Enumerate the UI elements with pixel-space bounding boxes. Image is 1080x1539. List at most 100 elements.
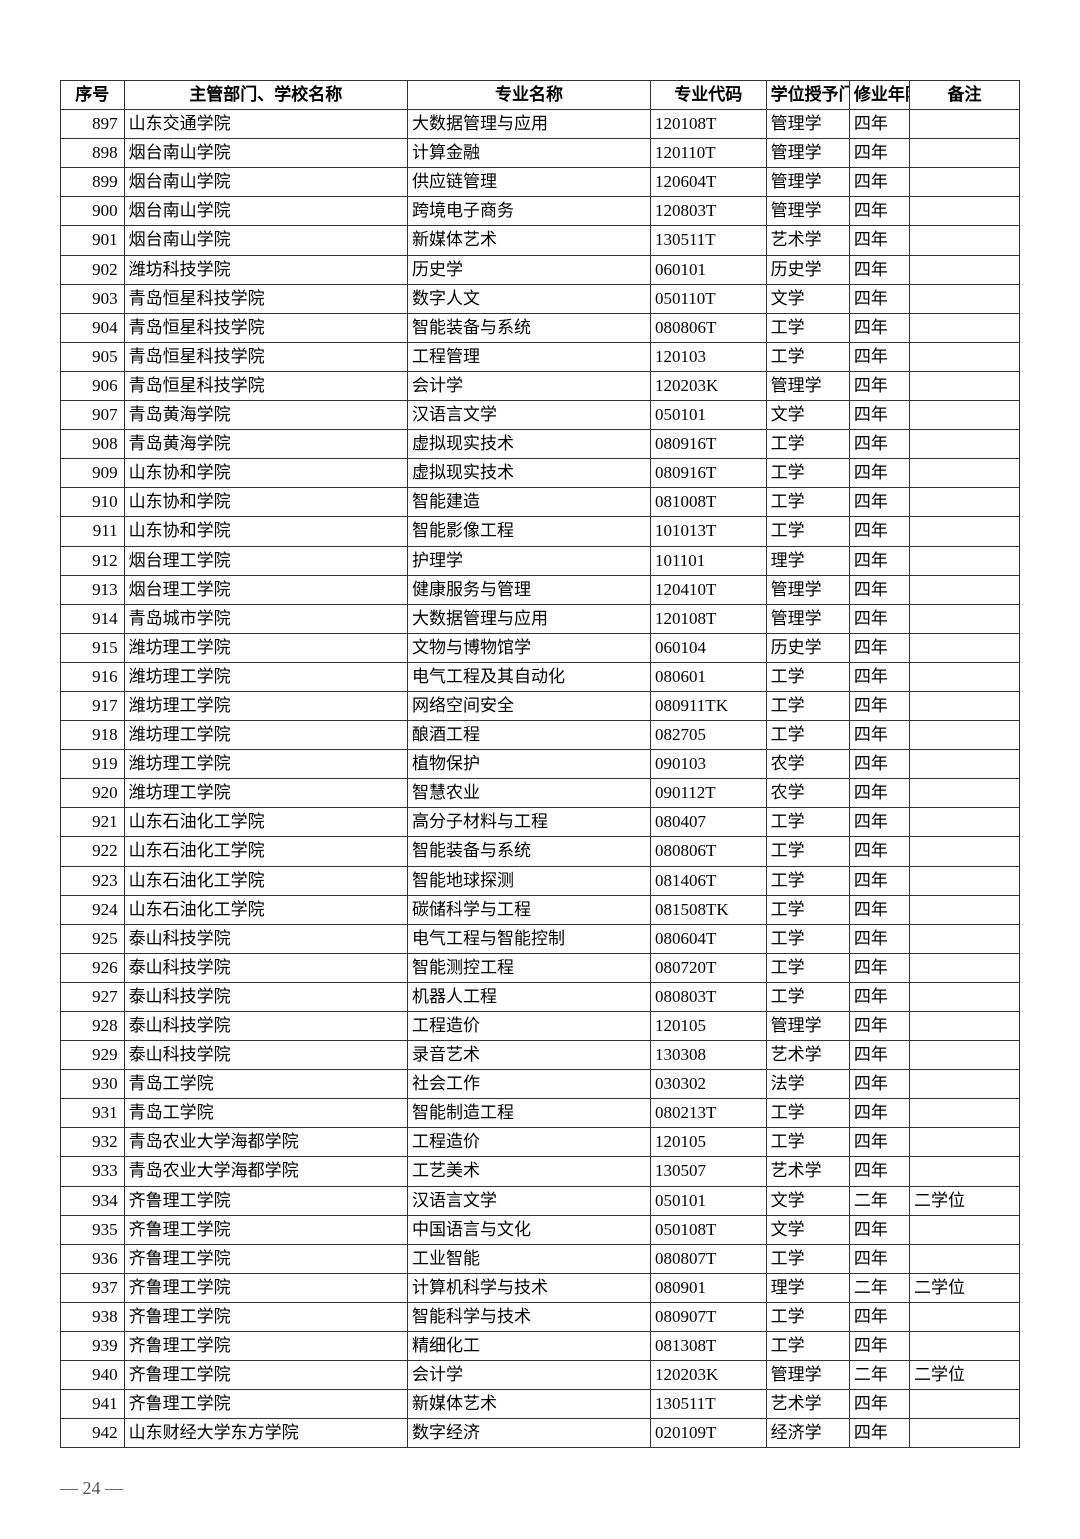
table-row: 917潍坊理工学院网络空间安全080911TK工学四年 (61, 691, 1020, 720)
table-cell: 四年 (849, 168, 909, 197)
table-row: 927泰山科技学院机器人工程080803T工学四年 (61, 982, 1020, 1011)
table-cell: 920 (61, 779, 125, 808)
table-cell: 938 (61, 1302, 125, 1331)
table-cell: 四年 (849, 488, 909, 517)
table-cell (910, 1419, 1020, 1448)
table-cell: 烟台南山学院 (124, 168, 407, 197)
table-cell: 烟台理工学院 (124, 546, 407, 575)
table-cell (910, 1070, 1020, 1099)
table-row: 902潍坊科技学院历史学060101历史学四年 (61, 255, 1020, 284)
table-cell: 山东财经大学东方学院 (124, 1419, 407, 1448)
table-cell: 精细化工 (408, 1332, 651, 1361)
table-cell: 二年 (849, 1186, 909, 1215)
table-cell: 四年 (849, 837, 909, 866)
table-cell: 080407 (650, 808, 766, 837)
table-cell (910, 139, 1020, 168)
table-row: 926泰山科技学院智能测控工程080720T工学四年 (61, 953, 1020, 982)
table-row: 913烟台理工学院健康服务与管理120410T管理学四年 (61, 575, 1020, 604)
table-cell: 文学 (766, 284, 849, 313)
table-row: 934齐鲁理工学院汉语言文学050101文学二年二学位 (61, 1186, 1020, 1215)
table-cell: 法学 (766, 1070, 849, 1099)
table-cell: 090112T (650, 779, 766, 808)
table-cell: 082705 (650, 721, 766, 750)
table-cell (910, 459, 1020, 488)
table-cell (910, 546, 1020, 575)
table-row: 928泰山科技学院工程造价120105管理学四年 (61, 1012, 1020, 1041)
table-cell: 健康服务与管理 (408, 575, 651, 604)
table-cell: 新媒体艺术 (408, 1390, 651, 1419)
col-major: 专业名称 (408, 81, 651, 110)
table-cell: 四年 (849, 866, 909, 895)
table-cell: 管理学 (766, 168, 849, 197)
table-cell: 932 (61, 1128, 125, 1157)
table-cell: 四年 (849, 895, 909, 924)
table-cell: 四年 (849, 808, 909, 837)
table-cell: 工学 (766, 342, 849, 371)
table-cell: 915 (61, 633, 125, 662)
table-cell: 会计学 (408, 1361, 651, 1390)
table-cell (910, 1157, 1020, 1186)
table-cell: 919 (61, 750, 125, 779)
table-cell: 工学 (766, 1128, 849, 1157)
table-cell (910, 342, 1020, 371)
table-row: 929泰山科技学院录音艺术130308艺术学四年 (61, 1041, 1020, 1070)
table-cell: 工学 (766, 430, 849, 459)
table-cell: 智能装备与系统 (408, 313, 651, 342)
table-cell: 120203K (650, 371, 766, 400)
table-cell: 艺术学 (766, 1157, 849, 1186)
table-cell: 烟台理工学院 (124, 575, 407, 604)
table-cell: 935 (61, 1215, 125, 1244)
table-cell: 918 (61, 721, 125, 750)
table-cell (910, 110, 1020, 139)
table-cell: 大数据管理与应用 (408, 110, 651, 139)
table-cell: 924 (61, 895, 125, 924)
table-cell: 工学 (766, 924, 849, 953)
table-cell: 926 (61, 953, 125, 982)
table-cell: 录音艺术 (408, 1041, 651, 1070)
table-cell: 四年 (849, 255, 909, 284)
table-cell (910, 575, 1020, 604)
table-cell: 916 (61, 662, 125, 691)
table-row: 924山东石油化工学院碳储科学与工程081508TK工学四年 (61, 895, 1020, 924)
table-cell: 929 (61, 1041, 125, 1070)
table-cell: 青岛黄海学院 (124, 401, 407, 430)
table-cell: 艺术学 (766, 226, 849, 255)
table-cell: 管理学 (766, 110, 849, 139)
table-cell: 烟台南山学院 (124, 197, 407, 226)
table-cell: 智能科学与技术 (408, 1302, 651, 1331)
table-cell: 齐鲁理工学院 (124, 1273, 407, 1302)
table-row: 905青岛恒星科技学院工程管理120103工学四年 (61, 342, 1020, 371)
table-cell: 080806T (650, 313, 766, 342)
table-cell: 080907T (650, 1302, 766, 1331)
table-row: 916潍坊理工学院电气工程及其自动化080601工学四年 (61, 662, 1020, 691)
table-cell: 936 (61, 1244, 125, 1273)
table-cell (910, 691, 1020, 720)
table-cell (910, 168, 1020, 197)
table-cell: 906 (61, 371, 125, 400)
table-cell: 管理学 (766, 371, 849, 400)
table-cell: 供应链管理 (408, 168, 651, 197)
table-cell: 智能建造 (408, 488, 651, 517)
table-cell: 汉语言文学 (408, 1186, 651, 1215)
table-cell: 山东石油化工学院 (124, 866, 407, 895)
table-cell: 管理学 (766, 604, 849, 633)
table-cell: 四年 (849, 197, 909, 226)
table-cell: 四年 (849, 1215, 909, 1244)
table-cell: 青岛恒星科技学院 (124, 313, 407, 342)
table-cell: 植物保护 (408, 750, 651, 779)
table-cell: 081406T (650, 866, 766, 895)
table-cell: 080806T (650, 837, 766, 866)
table-cell (910, 1041, 1020, 1070)
table-cell: 大数据管理与应用 (408, 604, 651, 633)
table-cell: 护理学 (408, 546, 651, 575)
table-cell: 历史学 (766, 633, 849, 662)
table-cell: 930 (61, 1070, 125, 1099)
table-cell: 四年 (849, 982, 909, 1011)
table-cell (910, 226, 1020, 255)
table-cell: 数字人文 (408, 284, 651, 313)
table-cell: 智能影像工程 (408, 517, 651, 546)
table-cell: 四年 (849, 1157, 909, 1186)
table-cell: 工学 (766, 808, 849, 837)
table-cell: 四年 (849, 1419, 909, 1448)
table-cell: 泰山科技学院 (124, 1012, 407, 1041)
